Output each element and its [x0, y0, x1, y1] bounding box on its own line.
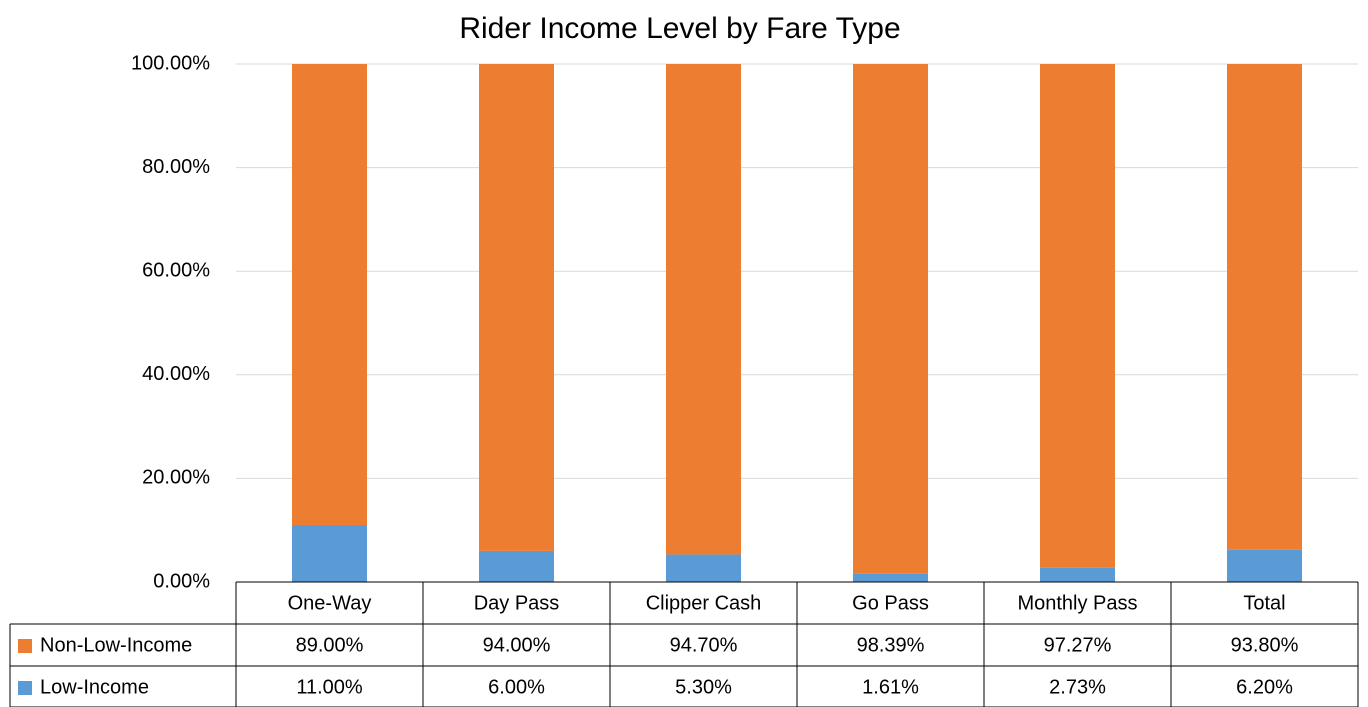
bar [479, 64, 554, 551]
table-value: 97.27% [1044, 634, 1112, 656]
bar [1227, 64, 1302, 550]
legend-key [18, 639, 32, 653]
legend-key [18, 681, 32, 695]
x-tick-label: Clipper Cash [646, 592, 762, 614]
table-value: 11.00% [296, 676, 363, 698]
bar [666, 64, 741, 555]
bar [1040, 567, 1115, 582]
legend-label: Low-Income [40, 676, 149, 698]
table-value: 2.73% [1049, 676, 1106, 698]
x-tick-label: Day Pass [474, 592, 560, 614]
table-value: 6.20% [1236, 676, 1293, 698]
bar [853, 64, 928, 574]
bar [292, 525, 367, 582]
legend-label: Non-Low-Income [40, 634, 192, 656]
x-tick-label: Go Pass [852, 592, 929, 614]
table-value: 6.00% [488, 676, 545, 698]
x-tick-label: Monthly Pass [1017, 592, 1137, 614]
y-tick-label: 0.00% [153, 570, 210, 592]
table-value: 89.00% [296, 634, 364, 656]
table-value: 94.70% [670, 634, 738, 656]
table-value: 94.00% [483, 634, 551, 656]
table-value: 98.39% [857, 634, 925, 656]
table-value: 93.80% [1231, 634, 1299, 656]
y-tick-label: 80.00% [142, 156, 210, 178]
bar [479, 550, 554, 582]
bar [292, 64, 367, 526]
y-tick-label: 60.00% [142, 259, 210, 281]
y-tick-label: 20.00% [142, 467, 210, 489]
table-value: 1.61% [862, 676, 919, 698]
bar [853, 573, 928, 582]
bar [1227, 549, 1302, 582]
bar [666, 554, 741, 582]
y-tick-label: 100.00% [131, 52, 210, 74]
x-tick-label: Total [1243, 592, 1285, 614]
y-tick-label: 40.00% [142, 363, 210, 385]
table-value: 5.30% [675, 676, 732, 698]
chart-title: Rider Income Level by Fare Type [459, 12, 900, 45]
bar [1040, 64, 1115, 568]
x-tick-label: One-Way [288, 592, 372, 614]
